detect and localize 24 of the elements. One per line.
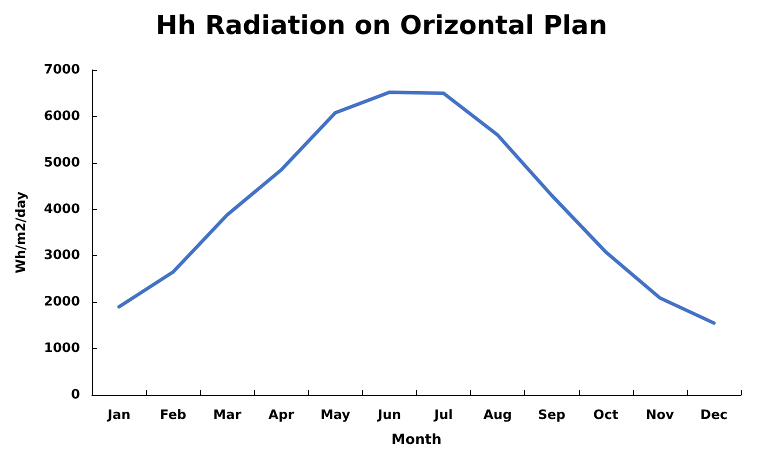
x-tick-label: Oct (593, 408, 618, 423)
x-tick-label: Dec (700, 408, 728, 423)
x-tick-label: Nov (646, 408, 675, 423)
x-tick-label: Sep (538, 408, 566, 423)
y-tick-label: 2000 (44, 294, 80, 310)
y-tick-label: 3000 (44, 248, 80, 264)
x-tick-label: Jun (376, 408, 402, 423)
y-tick-label: 0 (70, 388, 80, 402)
chart-title: Hh Radiation on Orizontal Plan (156, 11, 608, 41)
x-tick-label: Mar (213, 408, 242, 423)
x-axis-title: Month (391, 432, 442, 448)
x-tick-label: Apr (268, 408, 295, 423)
y-tick-label: 6000 (44, 108, 80, 124)
line-series (117, 90, 716, 325)
x-tick-label: Jan (106, 408, 130, 423)
x-tick-label: Feb (160, 408, 186, 423)
y-tick-label: 1000 (44, 341, 80, 356)
x-tick-label: Aug (483, 408, 512, 423)
x-tick-label: Jul (433, 408, 453, 423)
y-tick-label: 4000 (44, 202, 80, 217)
y-tick-label: 5000 (44, 155, 80, 170)
y-axis-title: Wh/m2/day (14, 191, 29, 274)
y-tick-label: 7000 (44, 62, 80, 78)
x-tick-label: May (320, 408, 351, 423)
